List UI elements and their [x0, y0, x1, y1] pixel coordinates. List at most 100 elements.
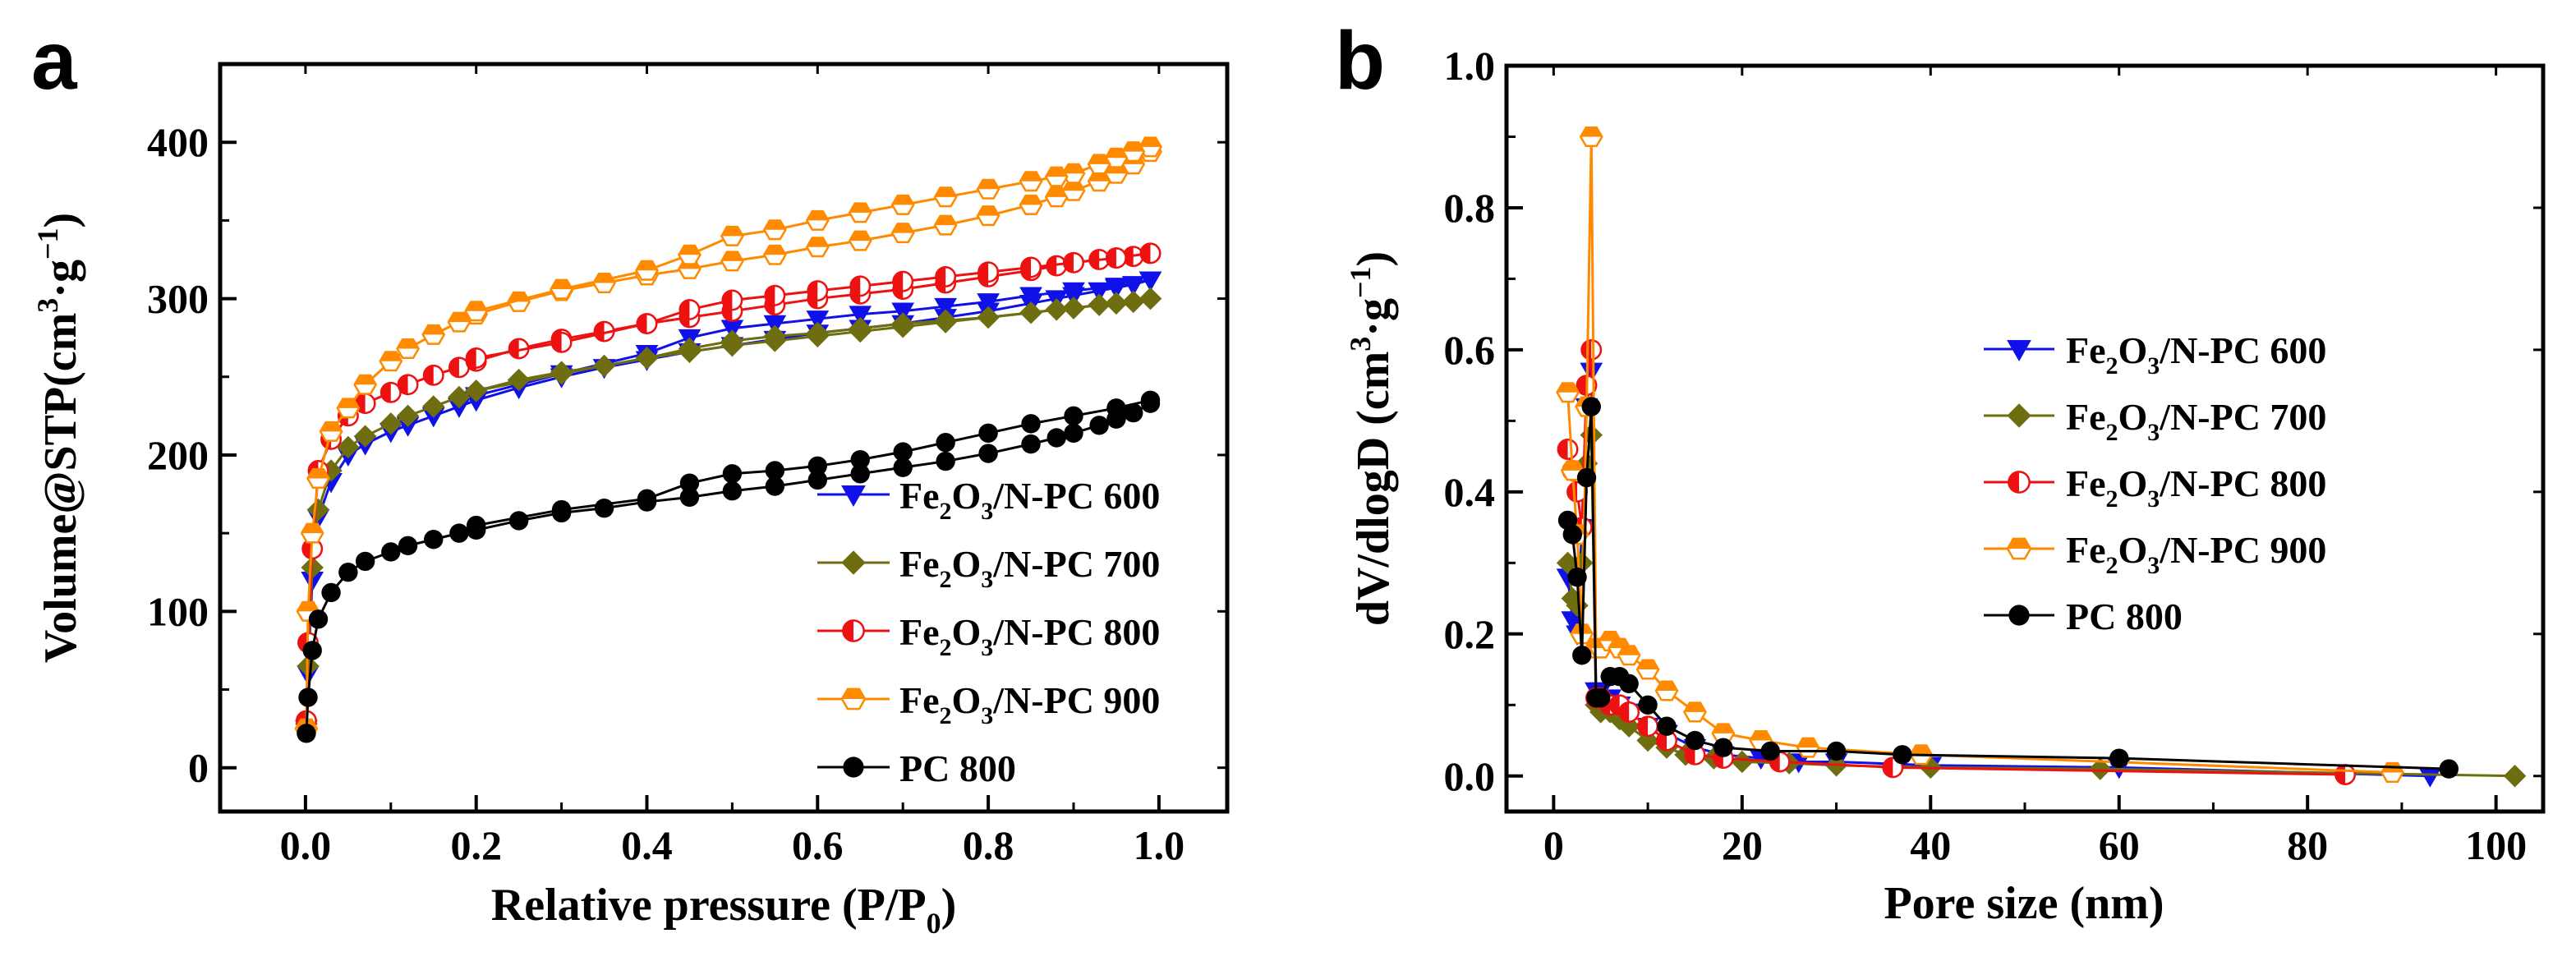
desorption-point: [764, 284, 786, 306]
adsorption-point: [850, 464, 870, 484]
data-point: [1579, 126, 1603, 147]
desorption-point: [1105, 247, 1127, 269]
adsorption-point: [976, 205, 1000, 227]
legend-item: Fe2O3/N-PC 900: [817, 679, 1160, 729]
data-point: [1581, 397, 1601, 416]
panel-a-label: a: [31, 15, 78, 107]
panel-a-series: [294, 136, 1162, 743]
adsorption-point: [1019, 194, 1043, 215]
desorption-point: [1104, 147, 1129, 168]
panel-b-legend: Fe2O3/N-PC 600 Fe2O3/N-PC 700 Fe2O3/N-PC 8…: [1984, 329, 2326, 637]
panel-b-ticks: 0 20 40 60 80 100 0.0 0.2 0.4 0.6 0.8 1.0: [1444, 43, 2543, 868]
y-tick-label: 200: [147, 432, 209, 478]
adsorption-point: [306, 498, 330, 522]
desorption-point: [551, 499, 572, 520]
adsorption-point: [765, 476, 785, 496]
adsorption-point: [936, 451, 955, 471]
y-tick-label: 0.0: [1444, 753, 1496, 799]
desorption-point: [977, 293, 1000, 314]
y-tick-label: 0.2: [1444, 611, 1496, 657]
panel-b-series: [1556, 126, 2527, 788]
adsorption-point: [893, 458, 913, 477]
desorption-point: [637, 489, 657, 508]
data-point: [1796, 737, 1820, 758]
desorption-point: [978, 261, 1000, 283]
legend-marker: [842, 619, 865, 642]
desorption-point: [891, 312, 914, 335]
panel-b-xlabel: Pore size (nm): [1884, 878, 2164, 929]
x-tick-label: 80: [2287, 822, 2328, 868]
desorption-point: [678, 298, 701, 320]
adsorption-point: [396, 404, 420, 428]
desorption-point: [722, 464, 743, 484]
desorption-point: [1021, 414, 1041, 434]
desorption-point: [893, 442, 913, 462]
legend-item: PC 800: [817, 747, 1016, 789]
legend-label: PC 800: [899, 747, 1016, 789]
desorption-point: [635, 260, 659, 281]
desorption-point: [465, 347, 487, 369]
adsorption-point: [337, 435, 360, 459]
data-point: [2503, 765, 2527, 788]
adsorption-point: [1021, 434, 1041, 454]
desorption-point: [1019, 287, 1042, 307]
adsorption-point: [308, 609, 329, 629]
legend-item: Fe2O3/N-PC 800: [817, 611, 1160, 661]
desorption-point: [976, 178, 1000, 200]
legend-item: Fe2O3/N-PC 900: [1984, 529, 2326, 579]
adsorption-point: [805, 237, 830, 258]
desorption-point: [550, 362, 573, 385]
desorption-point: [466, 515, 486, 536]
adsorption-point: [353, 425, 377, 448]
panel-b: b 0 20 40 60 80 100 0.0 0.2 0.4 0.6 0.8 1.0 Fe2O3/N…: [1335, 15, 2546, 929]
desorption-point: [892, 270, 914, 292]
y-tick-label: 0.8: [1444, 185, 1496, 231]
data-point: [2334, 764, 2357, 785]
desorption-point: [550, 331, 573, 353]
legend-item: PC 800: [1984, 595, 2183, 637]
legend-item: Fe2O3/N-PC 600: [817, 475, 1160, 525]
desorption-point: [677, 244, 702, 265]
adsorption-point: [336, 398, 361, 419]
desorption-point: [1105, 292, 1128, 315]
series-2: [295, 242, 1162, 732]
data-point: [1576, 467, 1597, 488]
legend-item: Fe2O3/N-PC 700: [817, 543, 1160, 593]
legend-marker: [2007, 403, 2031, 428]
adsorption-point: [1064, 423, 1083, 443]
adsorption-point: [720, 251, 744, 272]
legend-marker: [2008, 471, 2031, 494]
desorption-point: [1121, 141, 1146, 163]
legend-label: Fe2O3/N-PC 900: [899, 679, 1160, 729]
panel-b-ylabel: dV/dlogD (cm3·g−1): [1344, 251, 1399, 626]
adsorption-point: [447, 311, 472, 333]
desorption-point: [464, 379, 488, 402]
legend-label: Fe2O3/N-PC 600: [899, 475, 1160, 525]
data-point: [1591, 687, 1611, 708]
desorption-point: [636, 313, 658, 334]
panel-a: a 0.0 0.2 0.4 0.6 0.8 1.0 0 100 200 300 400 Fe2O3/…: [31, 15, 1230, 940]
adsorption-point: [306, 467, 330, 490]
desorption-point: [850, 449, 870, 470]
desorption-point: [1061, 163, 1086, 184]
adsorption-point: [1061, 180, 1086, 201]
desorption-point: [1062, 282, 1085, 303]
legend-marker: [2006, 537, 2032, 560]
data-point: [1826, 741, 1847, 761]
data-point: [1617, 645, 1641, 666]
desorption-point: [1138, 271, 1162, 292]
y-tick-label: 0.6: [1444, 327, 1496, 373]
adsorption-point: [890, 223, 915, 244]
desorption-point: [1139, 242, 1162, 264]
panel-a-ticks: 0.0 0.2 0.4 0.6 0.8 1.0 0 100 200 300 400: [147, 64, 1227, 868]
x-tick-label: 0.4: [621, 822, 673, 868]
desorption-point: [678, 337, 702, 361]
adsorption-point: [679, 487, 700, 508]
data-point: [1711, 723, 1736, 744]
desorption-point: [977, 306, 1000, 329]
desorption-point: [762, 219, 787, 241]
desorption-point: [1020, 256, 1042, 278]
adsorption-point: [381, 542, 401, 562]
desorption-point: [806, 310, 830, 331]
adsorption-point: [422, 364, 444, 386]
